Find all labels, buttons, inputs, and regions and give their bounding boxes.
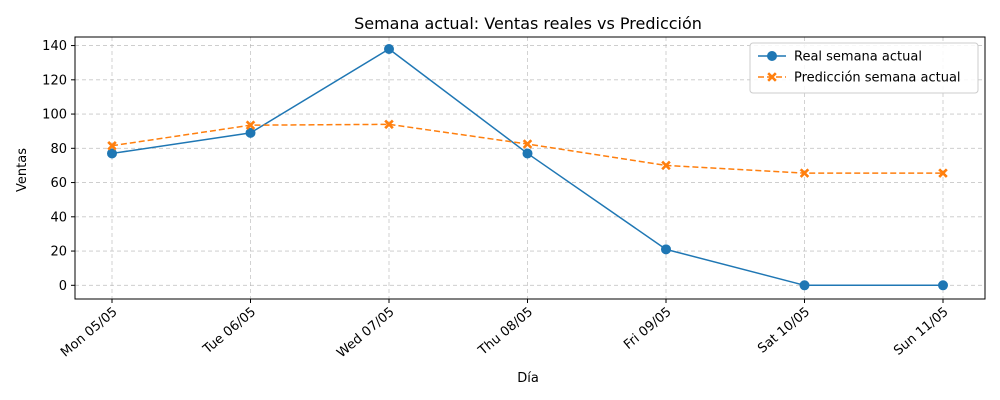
y-tick-label: 20 [50,245,67,260]
legend-entry-1: Real semana actual [758,50,922,65]
data-point [245,120,256,131]
x-marker-shape [245,120,256,131]
series-1 [107,43,948,291]
chart-title: Semana actual: Ventas reales vs Predicci… [354,14,702,33]
legend-marker [767,72,777,82]
x-tick-label: Sun 11/05 [891,305,951,359]
x-marker-shape [384,119,394,130]
x-tick-label: Wed 07/05 [334,305,397,361]
x-tick-label: Mon 05/05 [58,305,121,361]
plot-frame [74,36,986,300]
series-layer [107,43,948,291]
y-tick-label: 80 [50,142,67,157]
x-axis-label: Día [517,371,539,386]
data-point [938,168,948,178]
data-point [799,280,810,291]
x-tick-label: Tue 06/05 [200,305,259,358]
data-point [245,127,256,138]
y-tick-label: 0 [59,279,67,294]
y-tick-label: 140 [42,39,67,54]
x-tick-label: Thu 08/05 [475,305,536,360]
y-tick-label: 100 [42,108,67,123]
x-marker-shape [107,140,117,151]
x-tick-label: Sat 10/05 [755,305,813,357]
x-marker-shape [661,160,671,171]
y-tick-label: 120 [42,73,67,88]
legend-entry-2: Predicción semana actual [758,71,961,86]
data-point [522,139,533,149]
legend: Real semana actual Predicción semana actu… [749,42,979,94]
legend-box [749,42,979,94]
y-tick-label: 60 [50,176,67,191]
data-point [661,244,671,255]
data-point [384,119,394,130]
x-tick-label: Fri 09/05 [621,305,674,353]
data-point [522,148,533,159]
y-axis-label: Ventas [15,148,30,192]
legend-marker [767,51,777,61]
x-marker-shape [938,168,948,178]
x-marker-shape [522,139,533,149]
y-tick-label: 40 [50,210,67,225]
data-point [107,148,117,159]
legend-label: Real semana actual [794,50,922,65]
data-point [384,43,394,54]
data-point [799,168,810,178]
x-marker-shape [799,168,810,178]
data-point [661,160,671,171]
series-2 [107,119,948,178]
data-point [107,140,117,151]
legend-label: Predicción semana actual [794,71,961,86]
data-point [938,280,948,291]
x-marker-shape [767,72,777,82]
